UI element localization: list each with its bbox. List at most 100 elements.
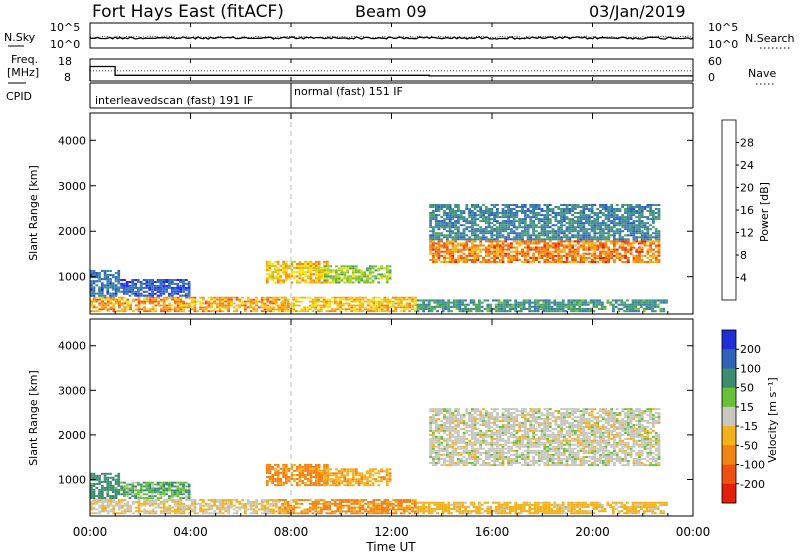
power-echo-cell [221,296,225,299]
power-echo-cell [621,206,625,208]
power-echo-cell [103,274,107,277]
power-echo-cell [391,304,395,307]
velocity-echo-cell [304,484,307,487]
power-echo-cell [128,286,132,289]
power-echo-cell [145,284,149,287]
velocity-echo-cell [151,504,155,507]
power-echo-cell [618,208,622,210]
velocity-echo-cell [366,480,369,483]
power-echo-cell [173,288,177,291]
power-echo-cell [615,256,619,259]
power-echo-cell [550,305,554,308]
velocity-echo-cell [335,484,338,487]
velocity-echo-cell [333,512,337,515]
velocity-echo-cell [277,501,281,503]
power-echo-cell [188,296,191,299]
power-echo-cell [454,216,458,219]
power-echo-cell [179,279,182,281]
power-echo-cell [551,242,555,245]
power-echo-cell [662,310,666,313]
power-echo-cell [546,256,549,259]
power-echo-cell [503,307,506,310]
power-echo-cell [468,216,471,219]
velocity-echo-cell [153,491,157,494]
velocity-echo-cell [90,506,93,509]
power-echo-cell [241,304,244,307]
velocity-echo-cell [372,506,376,509]
power-echo-cell [473,258,477,261]
velocity-echoes [90,408,668,515]
power-echo-cell [123,310,127,313]
power-echo-cell [504,204,508,206]
power-echo-cell [587,214,591,217]
velocity-echo-cell [298,476,302,478]
velocity-echo-cell [179,483,182,486]
power-echo-cell [308,308,312,311]
power-echo-cell [551,246,555,249]
power-echo-cell [610,254,613,257]
power-echo-cell [654,218,658,221]
velocity-echo-cell [162,481,166,484]
power-echo-cell [615,230,619,233]
power-echo-cell [646,238,650,241]
power-echo-cell [649,218,652,221]
velocity-echo-cell [394,510,398,513]
velocity-echo-cell [106,493,110,495]
velocity-echo-cell [131,495,135,498]
velocity-echo-cell [416,512,420,515]
power-echo-cell [574,204,577,206]
power-echo-cell [618,220,622,223]
power-echo-cell [471,204,474,206]
power-echo-cell [553,303,557,306]
velocity-echo-cell [106,502,110,505]
power-echo-cell [617,299,621,302]
power-echo-cell [593,248,597,251]
velocity-echo-cell [263,506,267,509]
power-echo-cell [451,212,455,214]
velocity-echo-cell [272,499,275,501]
power-echo-cell [613,244,616,247]
power-echo-cell [322,296,326,299]
power-echo-cell [657,214,661,217]
power-echo-cell [465,206,469,208]
velocity-echo-cell [342,504,345,507]
power-echo-cell [137,302,141,305]
velocity-echo-cell [292,504,296,507]
power-echo-cell [354,267,358,270]
power-echo-cell [574,261,577,264]
power-echo-cell [90,269,93,272]
power-echo-cell [126,298,130,301]
power-echo-cell [454,236,458,239]
power-echo-cell [131,288,135,291]
power-echo-cell [372,308,376,311]
power-echo-cell [601,244,605,247]
velocity-echo-cell [361,512,365,515]
power-echo-cell [504,228,508,231]
power-echo-cell [347,296,351,299]
power-echo-cell [540,238,544,241]
nave-label: Nave [748,67,776,80]
power-echo-cell [184,279,188,281]
velocity-echo-cell [278,508,282,511]
power-echo-cell [465,204,469,206]
power-echo-cell [388,275,392,278]
power-echo-cell [571,258,574,261]
power-echo-cell [546,258,549,261]
power-echo-cell [156,290,160,293]
velocity-echo-cell [306,499,309,501]
power-echo-cell [649,208,652,210]
power-echo-cell [612,303,615,306]
power-echo-cell [657,254,661,257]
velocity-echo-cell [276,465,280,468]
power-echo-cell [103,284,107,287]
power-echo-cell [512,224,516,227]
power-echo-cell [547,301,551,304]
power-echo-cell [560,208,563,210]
velocity-echo-cell [317,506,320,509]
velocity-echo-cell [160,506,163,509]
power-echo-cell [613,242,616,245]
power-echo-cell [439,301,442,304]
velocity-echo-cell [182,487,185,490]
power-echo-cell [170,290,174,293]
power-echo-cell [498,226,502,229]
